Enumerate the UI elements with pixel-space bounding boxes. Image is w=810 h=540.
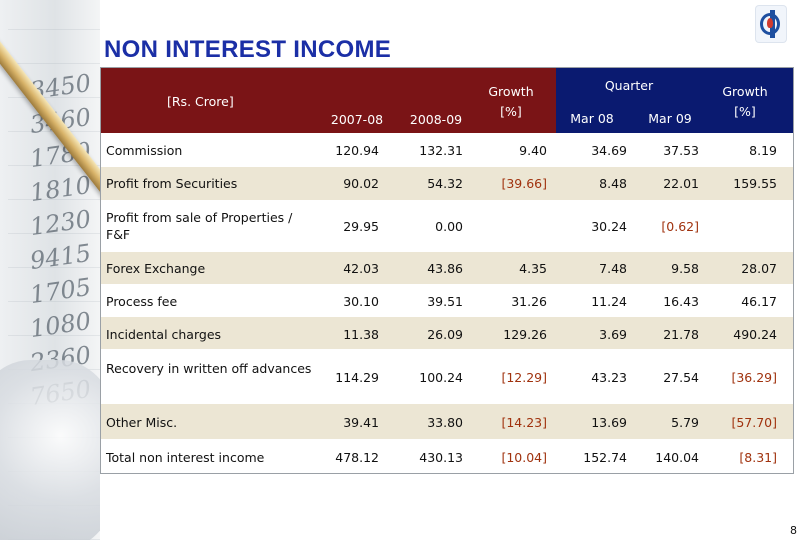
row-label: Commission (106, 143, 183, 158)
cell-q1: 8.48 (599, 176, 627, 191)
cell-growth: [14.23] (501, 415, 547, 430)
table-row: Other Misc. 39.41 33.80 [14.23] 13.69 5.… (101, 404, 793, 439)
cell-q1: 7.48 (599, 261, 627, 276)
row-label: Process fee (106, 294, 178, 309)
cell-q1: 11.24 (591, 294, 627, 309)
cell-fy1: 42.03 (343, 261, 379, 276)
cell-fy1: 30.10 (343, 294, 379, 309)
row-label: Recovery in written off advances (106, 361, 312, 376)
table-row: Profit from sale of Properties / F&F 29.… (101, 200, 793, 252)
cell-q2: 27.54 (663, 370, 699, 385)
col-header-q2: Mar 09 (648, 111, 692, 126)
cell-q1: 34.69 (591, 143, 627, 158)
cell-fy2: 0.00 (435, 219, 463, 234)
cell-q2: 5.79 (671, 415, 699, 430)
cell-qgrowth: [36.29] (731, 370, 777, 385)
cell-growth: [10.04] (501, 450, 547, 465)
cell-growth: 31.26 (511, 294, 547, 309)
row-label: Other Misc. (106, 415, 178, 430)
cell-qgrowth: 8.19 (749, 143, 777, 158)
cell-q2: 140.04 (655, 450, 699, 465)
cell-fy2: 100.24 (419, 370, 463, 385)
cell-q2: 22.01 (663, 176, 699, 191)
cell-growth: [12.29] (501, 370, 547, 385)
cell-q2: 9.58 (671, 261, 699, 276)
cell-fy2: 39.51 (427, 294, 463, 309)
table-row: Incidental charges 11.38 26.09 129.26 3.… (101, 317, 793, 349)
cell-qgrowth: 46.17 (741, 294, 777, 309)
cell-qgrowth: 159.55 (733, 176, 777, 191)
cell-q1: 13.69 (591, 415, 627, 430)
cell-q1: 30.24 (591, 219, 627, 234)
cell-q2: 21.78 (663, 327, 699, 342)
cell-fy1: 29.95 (343, 219, 379, 234)
table-row-total: Total non interest income 478.12 430.13 … (101, 439, 793, 473)
cell-q2: 16.43 (663, 294, 699, 309)
col-header-growth: Growth (488, 84, 534, 99)
col-header-qgrowth: Growth (722, 84, 768, 99)
col-header-growth-unit: [%] (500, 104, 522, 119)
cell-qgrowth: [8.31] (739, 450, 777, 465)
cell-qgrowth: 28.07 (741, 261, 777, 276)
cell-q1: 152.74 (583, 450, 627, 465)
col-header-fy2: 2008-09 (409, 112, 463, 127)
col-header-quarter: Quarter (604, 78, 654, 93)
income-table: [Rs. Crore] 2007-08 2008-09 Growth [%] Q… (100, 67, 794, 474)
table-header-quarter (556, 68, 793, 133)
cell-q1: 43.23 (591, 370, 627, 385)
row-label: Incidental charges (106, 327, 222, 342)
cell-fy2: 54.32 (427, 176, 463, 191)
row-label: Forex Exchange (106, 261, 206, 276)
cell-q2: [0.62] (661, 219, 699, 234)
col-header-qgrowth-unit: [%] (734, 104, 756, 119)
cell-growth: [39.66] (501, 176, 547, 191)
cell-q2: 37.53 (663, 143, 699, 158)
table-row: Commission 120.94 132.31 9.40 34.69 37.5… (101, 134, 793, 167)
col-header-fy1: 2007-08 (330, 112, 384, 127)
page-number: 8 (790, 524, 797, 537)
cell-fy2: 43.86 (427, 261, 463, 276)
cell-q1: 3.69 (599, 327, 627, 342)
cell-fy1: 478.12 (335, 450, 379, 465)
table-row: Recovery in written off advances 114.29 … (101, 349, 793, 404)
cell-fy1: 11.38 (343, 327, 379, 342)
table-row: Forex Exchange 42.03 43.86 4.35 7.48 9.5… (101, 252, 793, 284)
unit-label: [Rs. Crore] (167, 94, 234, 109)
cell-growth: 9.40 (519, 143, 547, 158)
table-row: Process fee 30.10 39.51 31.26 11.24 16.4… (101, 284, 793, 317)
cell-qgrowth: [57.70] (731, 415, 777, 430)
pen-ledger-photo: 3450346017801810123094151705108023607650 (0, 0, 100, 540)
cell-fy1: 90.02 (343, 176, 379, 191)
cell-fy2: 132.31 (419, 143, 463, 158)
cell-fy1: 114.29 (335, 370, 379, 385)
table-row: Profit from Securities 90.02 54.32 [39.6… (101, 167, 793, 200)
row-label: Profit from Securities (106, 176, 238, 191)
cell-fy2: 430.13 (419, 450, 463, 465)
row-label: Profit from sale of Properties / F&F (106, 210, 293, 242)
cell-qgrowth: 490.24 (733, 327, 777, 342)
table-header-fiscal (101, 68, 556, 133)
cell-growth: 129.26 (503, 327, 547, 342)
cell-fy2: 26.09 (427, 327, 463, 342)
bank-logo-icon (756, 6, 786, 42)
page-title: NON INTEREST INCOME (104, 36, 392, 63)
cell-growth: 4.35 (519, 261, 547, 276)
col-header-q1: Mar 08 (570, 111, 614, 126)
cell-fy2: 33.80 (427, 415, 463, 430)
cell-fy1: 120.94 (335, 143, 379, 158)
cell-fy1: 39.41 (343, 415, 379, 430)
row-label: Total non interest income (106, 450, 265, 465)
